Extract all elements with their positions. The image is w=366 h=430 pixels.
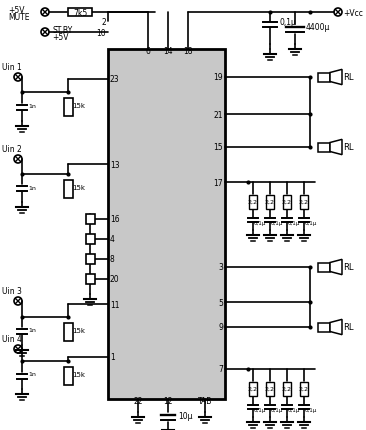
Text: 2,2: 2,2: [248, 386, 258, 390]
Text: 17: 17: [213, 178, 223, 187]
Text: 0,1μ: 0,1μ: [288, 221, 300, 226]
Text: 10: 10: [96, 28, 106, 37]
Text: 12: 12: [163, 396, 173, 405]
Text: 2: 2: [101, 18, 106, 26]
Text: 7k5: 7k5: [73, 9, 87, 18]
Text: Uin 4: Uin 4: [2, 335, 22, 344]
Bar: [86, 255, 94, 264]
Text: 5: 5: [218, 298, 223, 307]
Text: 23: 23: [110, 75, 120, 84]
Bar: [63, 323, 72, 341]
Text: 15k: 15k: [72, 371, 85, 377]
Text: 0,1μ: 0,1μ: [254, 221, 266, 226]
Text: 0,1μ: 0,1μ: [280, 18, 297, 26]
Text: MUTE: MUTE: [8, 12, 30, 22]
Text: RL: RL: [343, 143, 353, 152]
Text: Uin 3: Uin 3: [2, 287, 22, 296]
Bar: [86, 215, 94, 224]
Text: Uin 2: Uin 2: [2, 145, 22, 154]
Text: 15: 15: [213, 143, 223, 152]
Text: TAB: TAB: [198, 396, 212, 405]
Text: 1n: 1n: [28, 372, 36, 377]
Bar: [318, 323, 330, 332]
Bar: [63, 99, 72, 117]
Text: 19: 19: [213, 74, 223, 82]
Text: 10μ: 10μ: [178, 412, 193, 421]
Bar: [283, 382, 291, 396]
Bar: [266, 196, 274, 209]
Text: 4: 4: [110, 235, 115, 244]
Text: 2,2: 2,2: [282, 199, 292, 204]
Text: 15k: 15k: [72, 103, 85, 109]
Text: 0,1μ: 0,1μ: [305, 408, 317, 412]
Text: 6: 6: [146, 47, 150, 56]
Polygon shape: [330, 319, 342, 335]
Bar: [86, 274, 94, 284]
Text: 13: 13: [110, 160, 120, 169]
Text: 8: 8: [110, 255, 115, 264]
Bar: [300, 382, 308, 396]
Text: 1n: 1n: [28, 103, 36, 108]
Bar: [283, 196, 291, 209]
Bar: [318, 143, 330, 152]
Text: 20: 20: [110, 275, 120, 284]
Polygon shape: [330, 70, 342, 86]
Polygon shape: [330, 260, 342, 275]
Bar: [266, 382, 274, 396]
Bar: [68, 9, 92, 17]
Text: Uin 1: Uin 1: [2, 62, 22, 71]
Text: 0,1μ: 0,1μ: [271, 221, 283, 226]
Polygon shape: [330, 140, 342, 155]
Text: 3: 3: [218, 263, 223, 272]
Bar: [86, 234, 94, 244]
Text: 14: 14: [163, 47, 173, 56]
Text: 4400μ: 4400μ: [306, 22, 330, 31]
Text: 0,1μ: 0,1μ: [288, 408, 300, 412]
Text: 2,2: 2,2: [265, 386, 275, 390]
Text: 2,2: 2,2: [299, 386, 309, 390]
Text: 1: 1: [110, 353, 115, 362]
Text: 0,1μ: 0,1μ: [305, 221, 317, 226]
Text: 21: 21: [213, 110, 223, 119]
Bar: [63, 181, 72, 199]
Text: 2,2: 2,2: [282, 386, 292, 390]
Bar: [318, 263, 330, 272]
Text: RL: RL: [343, 263, 353, 272]
Text: +5V: +5V: [8, 6, 25, 15]
Text: ST.BY: ST.BY: [52, 25, 72, 34]
Text: +Vcc: +Vcc: [343, 9, 363, 18]
Text: 18: 18: [183, 47, 193, 56]
Text: RL: RL: [343, 74, 353, 82]
Text: 0,1μ: 0,1μ: [254, 408, 266, 412]
Text: 1n: 1n: [28, 185, 36, 190]
Text: 15k: 15k: [72, 327, 85, 333]
Bar: [318, 74, 330, 82]
Text: 7: 7: [218, 365, 223, 374]
Text: 1n: 1n: [28, 327, 36, 332]
Text: 15k: 15k: [72, 184, 85, 190]
Bar: [249, 382, 257, 396]
Text: 2,2: 2,2: [248, 199, 258, 204]
Text: RL: RL: [343, 323, 353, 332]
Bar: [300, 196, 308, 209]
Text: +5V: +5V: [52, 32, 68, 41]
Text: 9: 9: [218, 323, 223, 332]
Bar: [63, 367, 72, 385]
Text: 22: 22: [133, 396, 143, 405]
Bar: [249, 196, 257, 209]
Text: 0,1μ: 0,1μ: [271, 408, 283, 412]
Text: 2,2: 2,2: [265, 199, 275, 204]
Bar: [108, 50, 225, 399]
Text: 16: 16: [110, 215, 120, 224]
Text: 2,2: 2,2: [299, 199, 309, 204]
Text: 11: 11: [110, 300, 120, 309]
